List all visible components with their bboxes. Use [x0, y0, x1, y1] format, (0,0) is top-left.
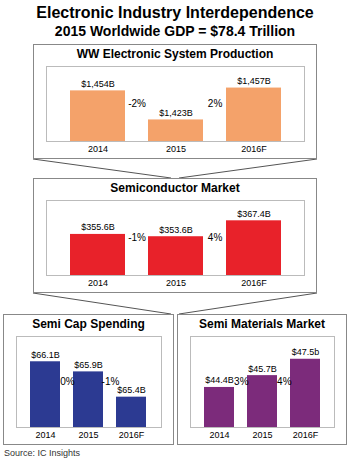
svg-text:2015: 2015 — [252, 430, 272, 440]
svg-text:2%: 2% — [208, 98, 223, 109]
svg-text:2015: 2015 — [166, 144, 186, 154]
html-text:WW Electronic System Productio: WW Electronic System Production — [76, 47, 274, 61]
svg-text:$65.4B: $65.4B — [117, 385, 146, 395]
svg-text:3%: 3% — [234, 376, 249, 387]
svg-text:$1,454B: $1,454B — [81, 79, 115, 89]
svg-text:$44.4B: $44.4B — [205, 375, 234, 385]
svg-text:2014: 2014 — [209, 430, 229, 440]
svg-text:2016F: 2016F — [293, 430, 319, 440]
svg-text:$66.1B: $66.1B — [31, 350, 60, 360]
svg-text:$1,457B: $1,457B — [237, 76, 271, 86]
svg-text:$45.7B: $45.7B — [248, 364, 277, 374]
svg-text:4%: 4% — [208, 232, 223, 243]
svg-text:0%: 0% — [60, 376, 75, 387]
svg-text:2016F: 2016F — [241, 144, 267, 154]
svg-text:-1%: -1% — [128, 232, 146, 243]
svg-text:$353.6B: $353.6B — [159, 225, 193, 235]
svg-text:2016F: 2016F — [241, 278, 267, 288]
svg-text:2015: 2015 — [166, 278, 186, 288]
svg-text:$367.4B: $367.4B — [237, 209, 271, 219]
html-text:Electronic Industry Interdepen: Electronic Industry Interdependence — [36, 4, 314, 21]
svg-text:-2%: -2% — [128, 98, 146, 109]
svg-text:2014: 2014 — [35, 430, 55, 440]
svg-text:2014: 2014 — [88, 144, 108, 154]
svg-text:$47.5b: $47.5b — [292, 347, 320, 357]
svg-text:4%: 4% — [277, 376, 292, 387]
svg-text:$65.9B: $65.9B — [74, 360, 103, 370]
svg-text:2016F: 2016F — [119, 430, 145, 440]
html-text:Semi Cap Spending: Semi Cap Spending — [32, 317, 145, 331]
html-text:Source: IC Insights: Source: IC Insights — [4, 448, 80, 458]
svg-text:2015: 2015 — [78, 430, 98, 440]
html-text:Semi Materials Market: Semi Materials Market — [199, 317, 325, 331]
svg-text:$355.6B: $355.6B — [81, 222, 115, 232]
svg-text:2014: 2014 — [88, 278, 108, 288]
svg-text:$1,423B: $1,423B — [159, 108, 193, 118]
html-text:2015 Worldwide GDP = $78.4 Tri: 2015 Worldwide GDP = $78.4 Trillion — [54, 23, 296, 39]
html-text:Semiconductor Market: Semiconductor Market — [110, 181, 240, 195]
svg-text:-1%: -1% — [101, 376, 120, 388]
